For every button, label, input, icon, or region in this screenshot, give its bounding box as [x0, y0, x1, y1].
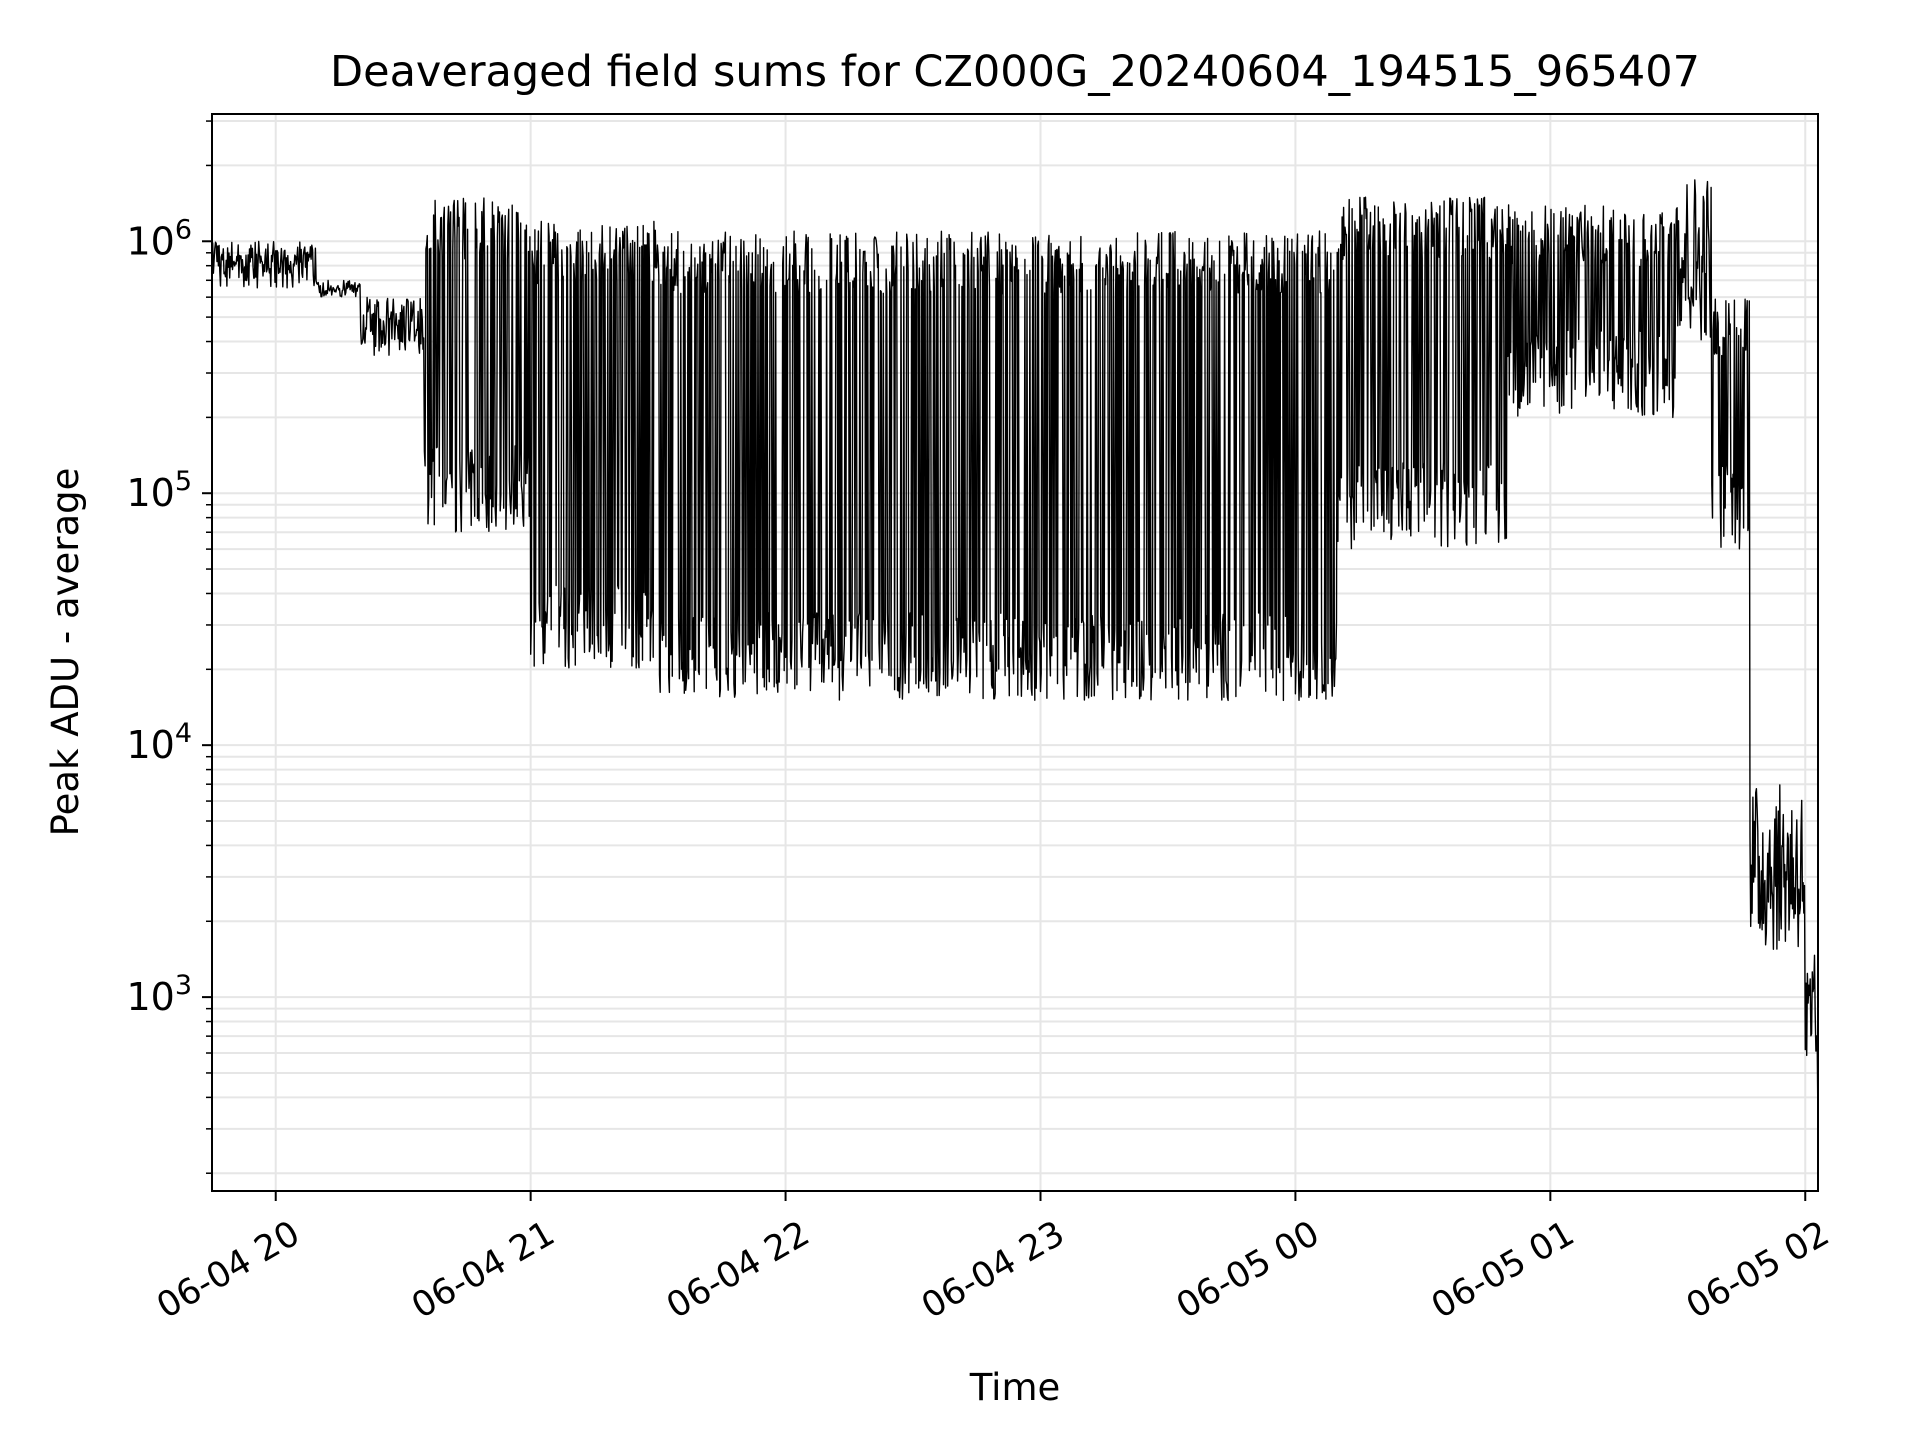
- series-line: [211, 179, 1819, 1129]
- series-path: [211, 179, 1819, 1129]
- y-tick-label: 103: [126, 970, 192, 1019]
- y-tick-label: 104: [126, 718, 192, 767]
- y-tick-label: 105: [126, 466, 192, 515]
- plot-frame: [211, 113, 1819, 1192]
- y-axis-label: Peak ADU - average: [44, 468, 87, 837]
- y-axis: 103 104 105 106: [126, 120, 212, 1174]
- chart-title: Deaveraged field sums for CZ000G_2024060…: [330, 47, 1700, 97]
- y-tick-label: 106: [126, 214, 192, 263]
- x-axis-label: Time: [969, 1366, 1061, 1409]
